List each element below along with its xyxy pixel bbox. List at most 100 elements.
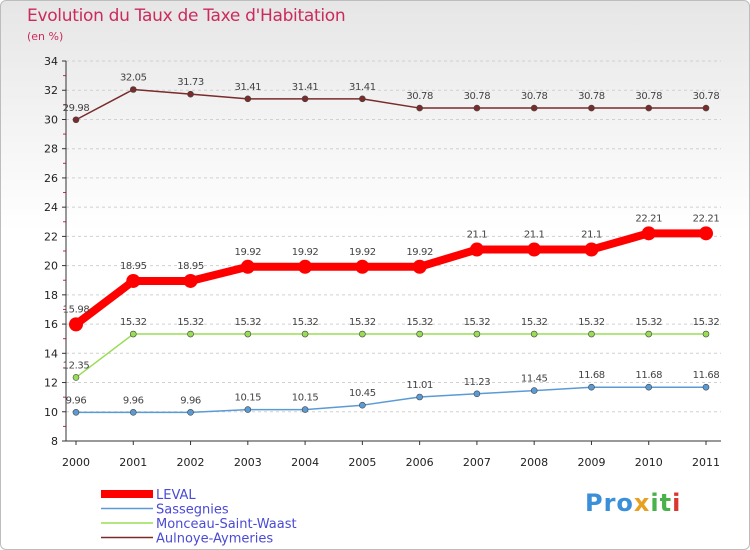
- data-label: 12.35: [63, 360, 90, 371]
- data-label: 10.45: [349, 388, 376, 399]
- chart-unit-subtitle: (en %): [27, 30, 64, 43]
- y-tick-label: 18: [44, 289, 58, 302]
- data-label: 15.32: [464, 317, 491, 328]
- y-tick-label: 34: [44, 55, 58, 68]
- data-point: [530, 387, 538, 394]
- data-point: [469, 242, 484, 257]
- data-point: [187, 330, 194, 338]
- data-point: [187, 409, 194, 416]
- data-label: 15.32: [406, 317, 433, 328]
- data-label: 31.41: [234, 82, 261, 93]
- data-label: 18.95: [177, 261, 204, 272]
- data-point: [129, 330, 137, 338]
- y-tick-label: 22: [44, 230, 58, 243]
- data-point: [699, 226, 713, 241]
- y-tick-label: 26: [44, 172, 58, 185]
- data-label: 21.1: [524, 230, 545, 241]
- proxiti-logo: Proxiti: [585, 489, 681, 517]
- data-label: 9.96: [66, 395, 87, 406]
- data-label: 15.98: [63, 304, 90, 315]
- logo-part: it: [650, 489, 673, 517]
- y-tick-label: 16: [44, 318, 58, 331]
- data-label: 15.32: [177, 317, 204, 328]
- legend-label: Monceau-Saint-Waast: [156, 517, 297, 532]
- data-label: 18.95: [120, 261, 147, 272]
- data-point: [645, 104, 653, 112]
- data-point: [645, 330, 653, 338]
- data-label: 30.78: [635, 91, 662, 102]
- data-label: 15.32: [349, 317, 376, 328]
- data-point: [244, 95, 252, 103]
- data-point: [129, 409, 137, 416]
- data-label: 22.21: [693, 213, 720, 224]
- data-point: [473, 330, 481, 338]
- data-point: [702, 330, 710, 338]
- data-point: [588, 104, 595, 112]
- data-point: [641, 226, 656, 241]
- data-label: 31.73: [177, 77, 204, 88]
- data-label: 11.68: [635, 370, 662, 381]
- data-label: 15.32: [578, 317, 605, 328]
- data-point: [72, 374, 80, 381]
- data-label: 29.98: [63, 103, 90, 114]
- data-point: [355, 259, 370, 274]
- x-tick-label: 2001: [119, 456, 147, 469]
- x-tick-label: 2010: [635, 456, 663, 469]
- data-label: 31.41: [292, 82, 319, 93]
- x-tick-label: 2004: [291, 456, 319, 469]
- logo-part: x: [633, 489, 651, 517]
- data-label: 21.1: [467, 230, 488, 241]
- data-point: [301, 406, 309, 413]
- data-point: [530, 104, 538, 112]
- data-label: 15.32: [635, 317, 662, 328]
- data-label: 30.78: [693, 91, 720, 102]
- y-tick-label: 30: [44, 113, 58, 126]
- data-label: 32.05: [120, 73, 147, 84]
- x-tick-label: 2008: [520, 456, 548, 469]
- x-tick-label: 2011: [692, 456, 720, 469]
- data-point: [244, 406, 252, 413]
- data-label: 19.92: [349, 247, 376, 258]
- data-point: [416, 330, 423, 338]
- x-tick-label: 2006: [406, 456, 434, 469]
- series-line: [75, 333, 706, 379]
- data-label: 15.32: [120, 317, 147, 328]
- data-label: 15.32: [292, 317, 319, 328]
- data-point: [584, 242, 599, 257]
- data-label: 19.92: [234, 247, 261, 258]
- data-label: 30.78: [521, 91, 548, 102]
- data-point: [645, 383, 653, 391]
- data-point: [69, 317, 83, 332]
- data-label: 10.15: [234, 393, 261, 404]
- data-point: [412, 259, 427, 274]
- data-point: [473, 104, 481, 112]
- data-label: 15.32: [693, 317, 720, 328]
- data-label: 11.45: [521, 374, 548, 385]
- logo-part: i: [672, 489, 682, 517]
- data-label: 30.78: [406, 91, 433, 102]
- data-point: [129, 86, 137, 93]
- data-point: [301, 95, 309, 103]
- data-label: 30.78: [578, 91, 605, 102]
- legend-label: LEVAL: [156, 488, 196, 503]
- data-label: 10.15: [292, 393, 319, 404]
- x-tick-label: 2007: [463, 456, 491, 469]
- x-tick-label: 2002: [177, 456, 205, 469]
- data-label: 31.41: [349, 82, 376, 93]
- series-line: [75, 88, 706, 121]
- y-tick-label: 8: [51, 435, 58, 448]
- data-point: [527, 242, 542, 257]
- data-point: [588, 330, 595, 338]
- data-label: 11.68: [693, 370, 720, 381]
- data-point: [240, 259, 255, 274]
- data-point: [301, 330, 309, 338]
- data-point: [473, 390, 481, 398]
- data-point: [244, 330, 252, 338]
- data-point: [72, 116, 80, 124]
- data-point: [359, 401, 366, 409]
- x-tick-label: 2000: [62, 456, 90, 469]
- data-label: 9.96: [123, 395, 144, 406]
- y-tick-label: 12: [44, 377, 58, 390]
- series-line: [76, 386, 706, 414]
